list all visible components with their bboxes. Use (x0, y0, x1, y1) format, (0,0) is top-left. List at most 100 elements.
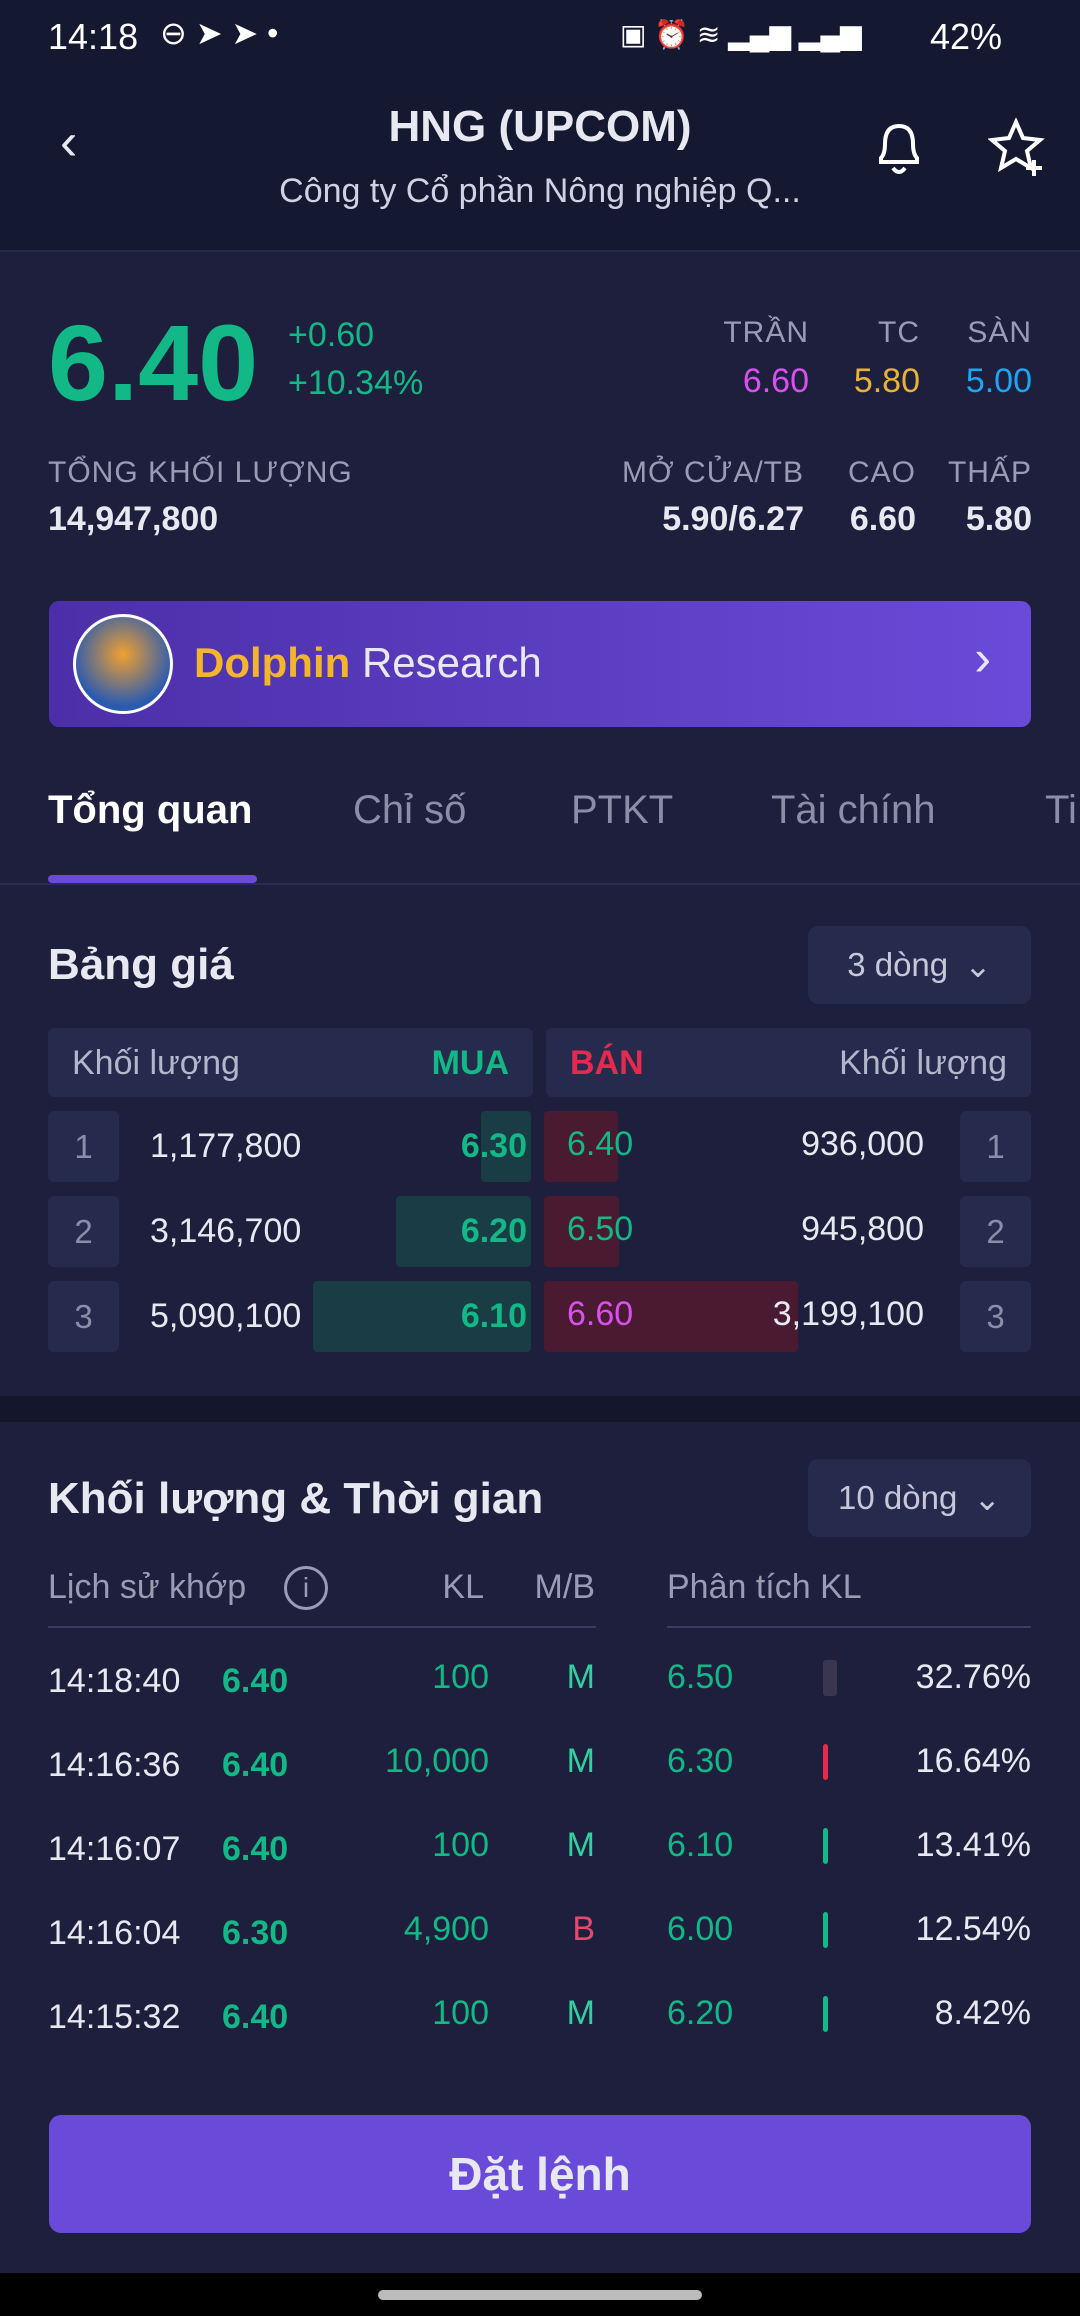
section-separator (0, 1396, 1080, 1422)
sell-level-index: 1 (960, 1111, 1031, 1182)
trade-price: 6.40 (222, 1830, 289, 1868)
sell-volume: 936,000 (801, 1125, 924, 1163)
high-label: CAO (847, 456, 916, 489)
analysis-header: Phân tích KL (667, 1568, 862, 1606)
banner-text: Research (350, 639, 542, 686)
system-icons: ▣ ⏰ ≋ ▂▄▆ ▂▄▆ (620, 19, 862, 50)
company-name: Công ty Cổ phần Nông nghiệp Q... (279, 172, 801, 210)
analysis-bar (823, 1912, 828, 1948)
notification-icons: ⊖ ➤ ➤ • (160, 15, 279, 51)
buy-level-index: 1 (48, 1111, 119, 1182)
buy-price[interactable]: 6.10 (460, 1297, 527, 1335)
buy-depth-bar (313, 1281, 531, 1352)
price-change-pct: +10.34% (288, 364, 424, 402)
active-tab-indicator (48, 875, 257, 883)
analysis-pct: 12.54% (915, 1910, 1031, 1948)
tabs-divider (0, 883, 1080, 885)
trade-price: 6.30 (222, 1914, 289, 1952)
buy-price[interactable]: 6.20 (460, 1212, 527, 1250)
place-order-button[interactable]: Đặt lệnh (49, 2115, 1031, 2233)
sell-level-index: 3 (960, 1281, 1031, 1352)
sell-header: BÁN Khối lượng (546, 1028, 1031, 1097)
analysis-price: 6.00 (667, 1910, 734, 1948)
sell-volume: 945,800 (801, 1210, 924, 1248)
home-handle[interactable] (378, 2290, 702, 2300)
analysis-price: 6.10 (667, 1826, 734, 1864)
bell-icon[interactable] (873, 118, 925, 178)
total-volume-label: TỔNG KHỐI LƯỢNG (48, 456, 353, 489)
dropdown-value: 10 dòng (838, 1479, 958, 1516)
battery-level: 42% (930, 16, 1003, 57)
buy-volume: 3,146,700 (150, 1212, 302, 1250)
sell-price[interactable]: 6.60 (567, 1295, 634, 1333)
sell-price[interactable]: 6.40 (567, 1125, 634, 1163)
analysis-bar (823, 1996, 828, 2032)
kl-header: KL (442, 1568, 484, 1606)
dropdown-value: 3 dòng (847, 946, 949, 983)
sell-header-label: BÁN (570, 1044, 644, 1082)
history-label: Lịch sử khớp (48, 1568, 247, 1606)
analysis-price: 6.50 (667, 1658, 734, 1696)
sell-price[interactable]: 6.50 (567, 1210, 634, 1248)
status-bar: 14:18 ⊖ ➤ ➤ • ▣ ⏰ ≋ ▂▄▆ ▂▄▆ 42% (0, 0, 1080, 74)
analysis-pct: 8.42% (934, 1994, 1031, 2032)
sell-depth-bar (544, 1111, 619, 1182)
buy-volume: 1,177,800 (150, 1127, 302, 1165)
analysis-bar (823, 1660, 837, 1696)
trade-price: 6.40 (222, 1998, 289, 2036)
low-price: 5.80 (965, 500, 1032, 538)
buy-depth-bar (480, 1111, 531, 1182)
back-icon[interactable]: ‹ (60, 113, 78, 171)
buy-depth-bar (396, 1196, 531, 1267)
sell-depth-bar (544, 1281, 798, 1352)
tab-technical[interactable]: PTKT (571, 788, 674, 832)
ref-price: 5.80 (853, 362, 920, 400)
analysis-bar (823, 1744, 828, 1780)
tab-indices[interactable]: Chỉ số (353, 788, 467, 832)
sell-volume-header: Khối lượng (839, 1044, 1007, 1082)
trade-time: 14:18:40 (48, 1662, 181, 1700)
trade-volume: 10,000 (385, 1742, 489, 1780)
buy-volume-header: Khối lượng (72, 1044, 240, 1082)
mb-header: M/B (534, 1568, 595, 1606)
current-price: 6.40 (48, 302, 259, 423)
buy-header-label: MUA (431, 1044, 509, 1082)
header: ‹ HNG (UPCOM) Công ty Cổ phần Nông nghiệ… (0, 74, 1080, 252)
tab-finance[interactable]: Tài chính (771, 788, 936, 832)
trade-volume: 4,900 (403, 1910, 489, 1948)
high-price: 6.60 (849, 500, 916, 538)
total-volume: 14,947,800 (48, 500, 219, 538)
dolphin-research-banner[interactable]: Dolphin Research › (49, 601, 1031, 727)
divider (667, 1626, 1031, 1628)
star-add-icon[interactable] (988, 118, 1048, 178)
low-label: THẤP (947, 456, 1032, 489)
trade-time: 14:16:07 (48, 1830, 181, 1868)
analysis-price: 6.30 (667, 1742, 734, 1780)
status-time: 14:18 (48, 16, 139, 57)
orderbook-title: Bảng giá (48, 940, 234, 989)
trade-volume: 100 (432, 1658, 489, 1696)
ceiling-label: TRẦN (723, 316, 809, 349)
tab-overview[interactable]: Tổng quan (48, 788, 253, 832)
page-title: HNG (UPCOM) (388, 102, 692, 151)
info-icon[interactable]: i (284, 1566, 328, 1610)
buy-level-index: 2 (48, 1196, 119, 1267)
price-change: +0.60 (288, 316, 375, 354)
analysis-pct: 32.76% (915, 1658, 1031, 1696)
chevron-right-icon: › (974, 630, 991, 686)
buy-price[interactable]: 6.30 (460, 1127, 527, 1165)
trade-side: M (566, 1658, 595, 1696)
trade-volume: 100 (432, 1826, 489, 1864)
trade-side: M (566, 1742, 595, 1780)
trade-volume: 100 (432, 1994, 489, 2032)
tab-more[interactable]: Ti (1045, 788, 1077, 832)
trade-time: 14:16:04 (48, 1914, 181, 1952)
orderbook-rows-dropdown[interactable]: 3 dòng ⌄ (808, 926, 1031, 1004)
dolphin-avatar (73, 614, 173, 714)
chevron-down-icon: ⌄ (964, 946, 992, 984)
trades-title: Khối lượng & Thời gian (48, 1474, 544, 1523)
analysis-bar (823, 1828, 828, 1864)
divider (48, 1626, 596, 1628)
trades-rows-dropdown[interactable]: 10 dòng ⌄ (808, 1459, 1031, 1537)
buy-header: Khối lượng MUA (48, 1028, 533, 1097)
